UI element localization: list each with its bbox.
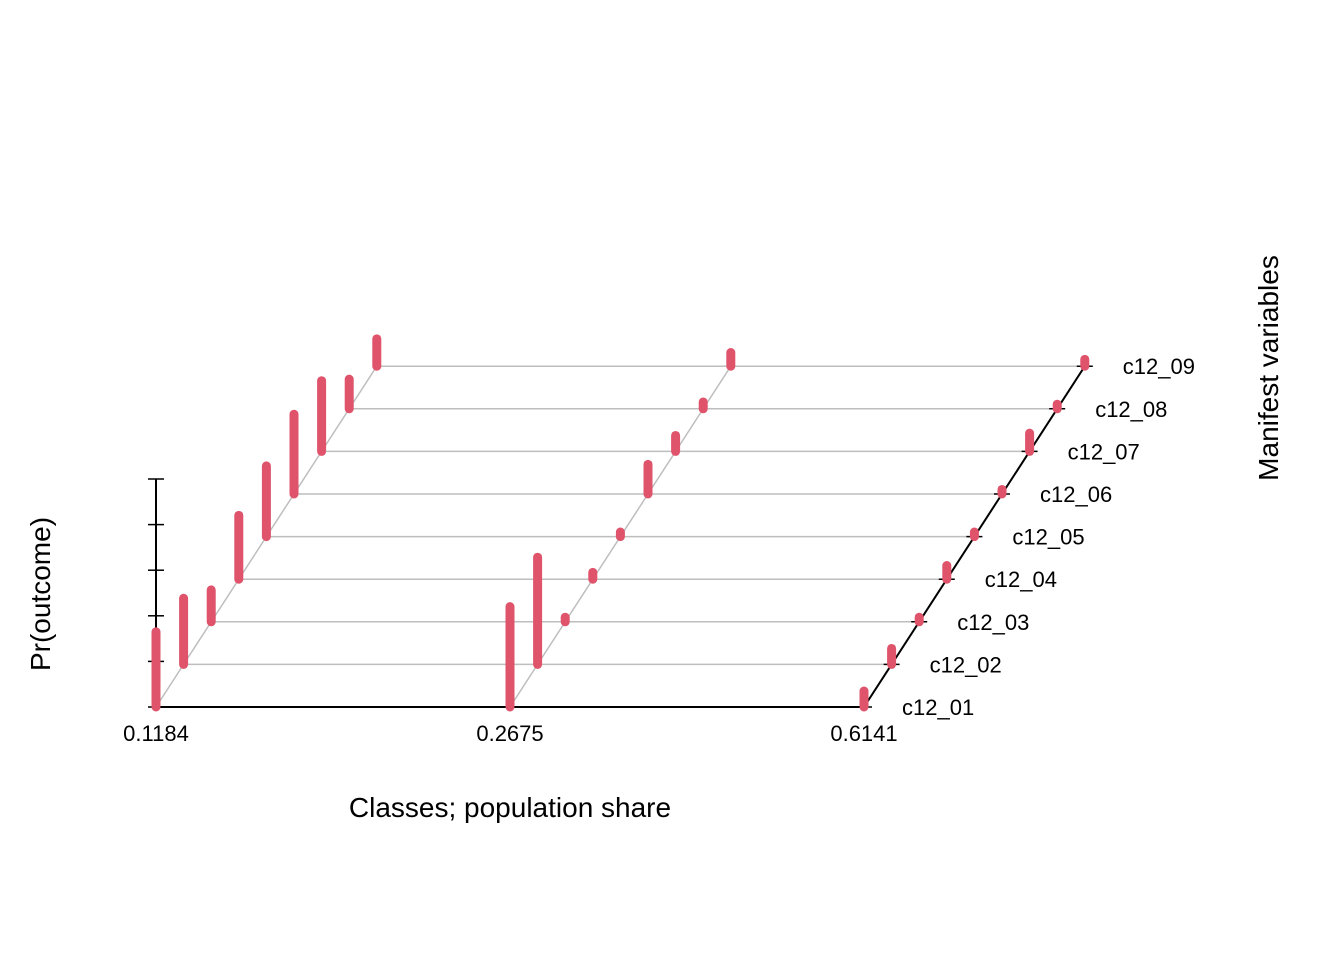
bars [151, 334, 1090, 712]
y-tick-label: c12_09 [1123, 354, 1195, 379]
y-tick-label: c12_08 [1095, 397, 1167, 422]
y-tick-label: c12_01 [902, 695, 974, 720]
y-tick-label: c12_04 [985, 567, 1057, 592]
x-axis-title: Classes; population share [349, 792, 671, 823]
y-tick-label: c12_07 [1068, 439, 1140, 464]
y-axis-title: Manifest variables [1253, 255, 1284, 481]
x-tick-label: 0.2675 [476, 721, 543, 746]
y-tick-label: c12_02 [930, 652, 1002, 677]
y-tick-label: c12_06 [1040, 482, 1112, 507]
x-tick-label: 0.1184 [123, 721, 189, 746]
y-tick-label: c12_03 [957, 610, 1029, 635]
y-tick-label: c12_05 [1012, 525, 1084, 550]
x-tick-label: 0.6141 [830, 721, 897, 746]
z-axis-title: Pr(outcome) [25, 517, 56, 671]
